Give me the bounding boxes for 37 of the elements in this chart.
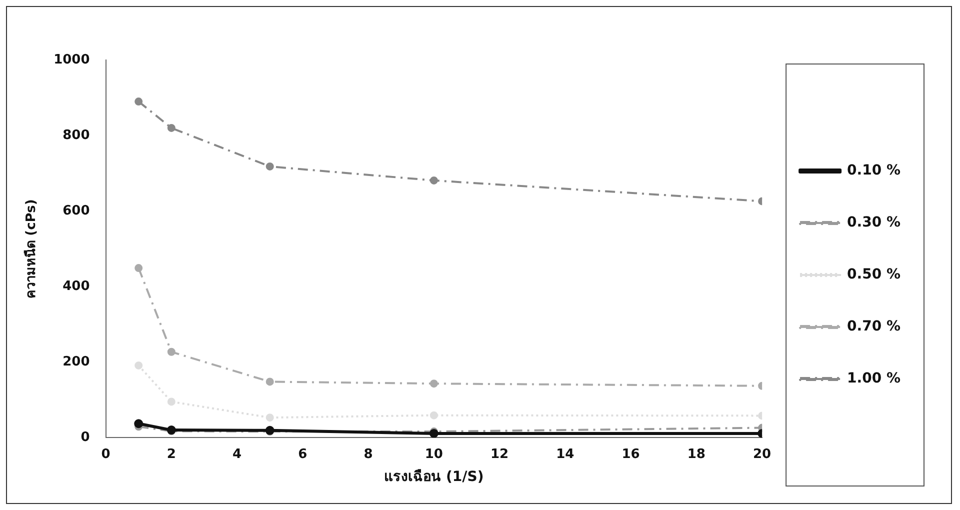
- y-tick-label: 600: [62, 203, 90, 218]
- point: [430, 411, 438, 420]
- point: [134, 419, 144, 428]
- y-tick-label: 0: [80, 430, 90, 445]
- point: [430, 176, 438, 184]
- x-tick-label: 12: [490, 446, 509, 462]
- y-tick-label: 200: [62, 354, 90, 370]
- legend-label: 1.00 %: [847, 370, 920, 387]
- y-axis-title: ความหนืด (cPs): [23, 199, 40, 298]
- legend-label: 0.70 %: [847, 318, 920, 335]
- x-tick-label: 4: [232, 446, 242, 462]
- x-tick-label: 2: [166, 446, 176, 462]
- legend-label: 0.50 %: [847, 266, 920, 283]
- x-tick-label: 18: [687, 446, 706, 462]
- x-tick-label: 14: [556, 446, 574, 462]
- point: [430, 380, 438, 388]
- point: [266, 378, 274, 386]
- y-tick-label: 400: [62, 278, 90, 294]
- point: [134, 264, 143, 272]
- y-tick-label: 1000: [54, 52, 90, 68]
- point: [167, 348, 176, 356]
- point: [134, 361, 143, 370]
- legend-label: 0.30 %: [847, 214, 920, 231]
- point: [266, 162, 274, 170]
- point: [134, 98, 143, 106]
- point: [167, 398, 176, 406]
- x-tick-label: 6: [298, 446, 308, 462]
- legend-label: 0.10 %: [847, 162, 920, 179]
- x-tick-label: 16: [622, 446, 640, 462]
- x-axis-title: แรงเฉือน (1/S): [384, 469, 484, 486]
- x-tick-label: 8: [364, 446, 373, 462]
- y-tick-label: 800: [62, 128, 90, 143]
- point: [266, 414, 274, 422]
- x-tick-label: 20: [753, 446, 772, 462]
- x-tick-label: 10: [424, 446, 443, 462]
- x-tick-label: 0: [101, 446, 110, 462]
- point: [167, 124, 176, 132]
